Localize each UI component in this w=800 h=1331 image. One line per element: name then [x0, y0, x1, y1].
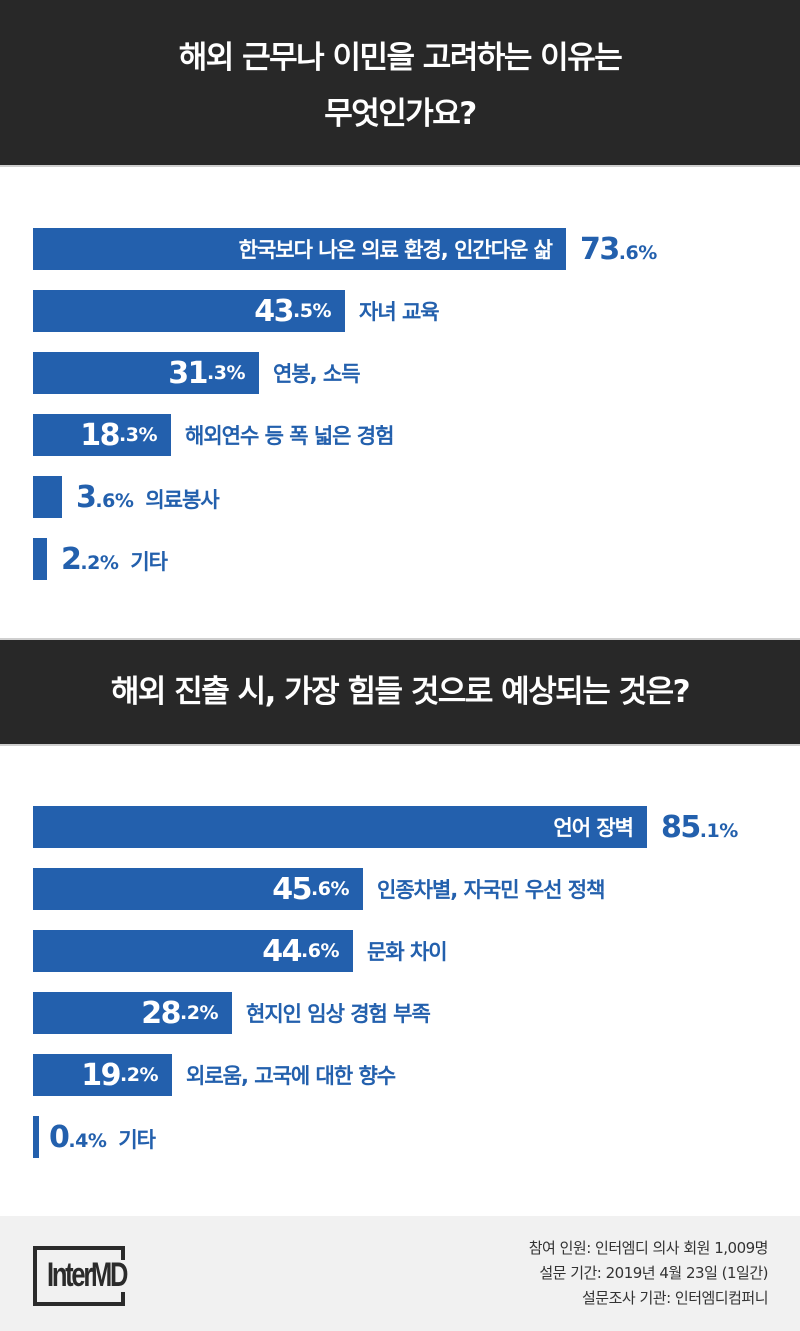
value-dec: .2% [80, 551, 119, 574]
bar-label: 문화 차이 [367, 940, 448, 964]
bar-value: 2.2% 기타 [61, 541, 168, 577]
value-int: 28 [141, 995, 181, 1031]
bar-label: 의료봉사 [145, 487, 219, 512]
survey-participants: 참여 인원: 인터엠디 의사 회원 1,009명 [528, 1239, 769, 1257]
intermd-logo: InterMD [33, 1246, 193, 1306]
s1-row-0: 한국보다 나은 의료 환경, 인간다운 삶 73.6% [33, 228, 657, 270]
survey-info: 참여 인원: 인터엠디 의사 회원 1,009명 설문 기간: 2019년 4월… [528, 1236, 769, 1311]
value-dec: .3% [119, 424, 157, 446]
s2-row-0: 언어 장벽 85.1% [33, 806, 738, 848]
s2-row-4: 19.2% 외로움, 고국에 대한 향수 [33, 1054, 396, 1096]
logo-frame-side [121, 1246, 125, 1260]
bar-label-outside: 문화 차이 [367, 936, 448, 966]
value-int: 43 [254, 293, 294, 329]
bar-label: 현지인 임상 경험 부족 [246, 1002, 431, 1026]
bar-label: 자녀 교육 [359, 300, 440, 324]
bar-label: 연봉, 소득 [273, 362, 361, 386]
bar-label-outside: 인종차별, 자국민 우선 정책 [377, 874, 605, 904]
value-int: 85 [661, 809, 701, 845]
value-int: 31 [168, 355, 208, 391]
value-dec: .6% [301, 940, 339, 962]
logo-frame-side2 [121, 1292, 125, 1306]
value-dec: .6% [95, 489, 134, 512]
value-dec: .4% [68, 1129, 107, 1152]
s2-row-3: 28.2% 현지인 임상 경험 부족 [33, 992, 431, 1034]
bar-value: 85.1% [661, 810, 738, 845]
s2-row-5: 0.4% 기타 [33, 1116, 156, 1158]
survey-organization: 설문조사 기관: 인터엠디컴퍼니 [582, 1289, 769, 1307]
value-dec: .6% [618, 241, 657, 264]
bar-value: 73.6% [580, 232, 657, 267]
survey-period: 설문 기간: 2019년 4월 23일 (1일간) [539, 1264, 768, 1282]
bar [33, 538, 47, 580]
bar-value: 0.4% 기타 [49, 1119, 156, 1155]
value-dec: .2% [180, 1002, 218, 1024]
section2-title-text: 해외 진출 시, 가장 힘들 것으로 예상되는 것은? [110, 674, 691, 710]
bar-label-outside: 현지인 임상 경험 부족 [246, 998, 431, 1028]
bar-label: 인종차별, 자국민 우선 정책 [377, 878, 605, 902]
value-dec: .2% [120, 1064, 158, 1086]
section1-title: 해외 근무나 이민을 고려하는 이유는 무엇인가요? [0, 0, 800, 167]
value-int: 73 [580, 231, 620, 267]
value-int: 3 [76, 479, 97, 515]
bar: 한국보다 나은 의료 환경, 인간다운 삶 [33, 228, 566, 270]
section1-title-line1: 해외 근무나 이민을 고려하는 이유는 [178, 40, 623, 76]
value-int: 19 [81, 1057, 121, 1093]
s1-row-1: 43.5% 자녀 교육 [33, 290, 440, 332]
bar: 44.6% [33, 930, 353, 972]
bar: 언어 장벽 [33, 806, 647, 848]
bar: 31.3% [33, 352, 259, 394]
bar-label-outside: 외로움, 고국에 대한 향수 [186, 1060, 396, 1090]
bar [33, 1116, 39, 1158]
value-dec: .3% [207, 362, 245, 384]
s1-row-3: 18.3% 해외연수 등 폭 넓은 경험 [33, 414, 394, 456]
bar-label-outside: 해외연수 등 폭 넓은 경험 [185, 420, 394, 450]
bar: 43.5% [33, 290, 345, 332]
value-int: 44 [262, 933, 302, 969]
s1-row-5: 2.2% 기타 [33, 538, 168, 580]
bar-label: 기타 [118, 1127, 156, 1152]
value-int: 45 [272, 871, 312, 907]
logo-text: InterMD [47, 1256, 128, 1294]
logo-frame [33, 1246, 91, 1306]
bar-label: 언어 장벽 [553, 816, 634, 840]
section1-title-line2: 무엇인가요? [324, 96, 477, 132]
bar-label: 기타 [130, 549, 168, 574]
bar-label-outside: 연봉, 소득 [273, 358, 361, 388]
value-dec: .1% [699, 819, 738, 842]
value-int: 0 [49, 1119, 70, 1155]
bar: 28.2% [33, 992, 232, 1034]
bar-label: 외로움, 고국에 대한 향수 [186, 1064, 396, 1088]
s2-row-2: 44.6% 문화 차이 [33, 930, 448, 972]
bar-label: 한국보다 나은 의료 환경, 인간다운 삶 [238, 238, 553, 262]
bar: 19.2% [33, 1054, 172, 1096]
bar: 18.3% [33, 414, 171, 456]
section2-title: 해외 진출 시, 가장 힘들 것으로 예상되는 것은? [0, 638, 800, 746]
bar [33, 476, 62, 518]
bar-value: 3.6% 의료봉사 [76, 479, 220, 515]
value-dec: .5% [293, 300, 331, 322]
bar-label: 해외연수 등 폭 넓은 경험 [185, 424, 394, 448]
s1-row-4: 3.6% 의료봉사 [33, 476, 220, 518]
value-int: 18 [80, 417, 120, 453]
value-dec: .6% [311, 878, 349, 900]
footer: InterMD 참여 인원: 인터엠디 의사 회원 1,009명 설문 기간: … [0, 1216, 800, 1331]
s2-row-1: 45.6% 인종차별, 자국민 우선 정책 [33, 868, 605, 910]
logo-frame-bottom [87, 1302, 124, 1306]
logo-frame-top [87, 1246, 124, 1250]
value-int: 2 [61, 541, 82, 577]
bar: 45.6% [33, 868, 363, 910]
bar-label-outside: 자녀 교육 [359, 296, 440, 326]
s1-row-2: 31.3% 연봉, 소득 [33, 352, 361, 394]
